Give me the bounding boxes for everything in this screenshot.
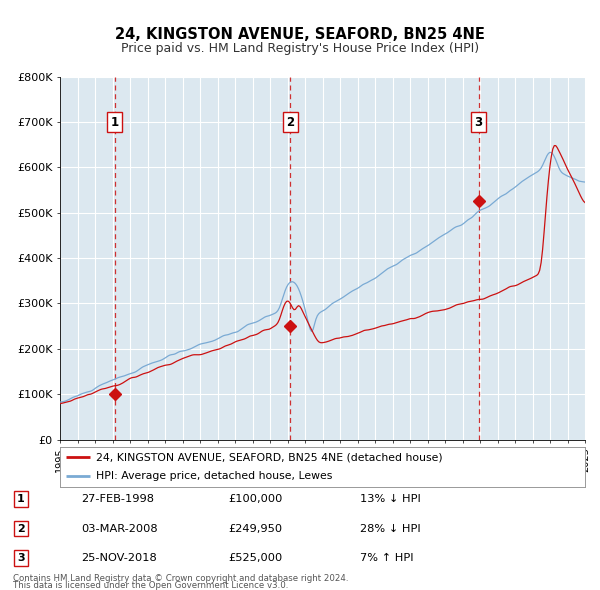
- Text: HPI: Average price, detached house, Lewes: HPI: Average price, detached house, Lewe…: [96, 471, 332, 481]
- Text: 2: 2: [286, 116, 295, 129]
- Text: £525,000: £525,000: [228, 553, 282, 563]
- Text: 1: 1: [110, 116, 119, 129]
- Text: 3: 3: [475, 116, 482, 129]
- Text: 24, KINGSTON AVENUE, SEAFORD, BN25 4NE: 24, KINGSTON AVENUE, SEAFORD, BN25 4NE: [115, 27, 485, 42]
- Text: 25-NOV-2018: 25-NOV-2018: [81, 553, 157, 563]
- Text: £249,950: £249,950: [228, 524, 282, 533]
- Text: £100,000: £100,000: [228, 494, 283, 504]
- Text: 1: 1: [17, 494, 25, 504]
- Text: 7% ↑ HPI: 7% ↑ HPI: [360, 553, 413, 563]
- Text: 28% ↓ HPI: 28% ↓ HPI: [360, 524, 421, 533]
- Text: 24, KINGSTON AVENUE, SEAFORD, BN25 4NE (detached house): 24, KINGSTON AVENUE, SEAFORD, BN25 4NE (…: [96, 453, 442, 463]
- Text: 2: 2: [17, 524, 25, 533]
- Text: 27-FEB-1998: 27-FEB-1998: [81, 494, 154, 504]
- Text: Price paid vs. HM Land Registry's House Price Index (HPI): Price paid vs. HM Land Registry's House …: [121, 42, 479, 55]
- Text: 3: 3: [17, 553, 25, 563]
- Text: Contains HM Land Registry data © Crown copyright and database right 2024.: Contains HM Land Registry data © Crown c…: [13, 573, 349, 583]
- Text: This data is licensed under the Open Government Licence v3.0.: This data is licensed under the Open Gov…: [13, 581, 289, 590]
- Text: 13% ↓ HPI: 13% ↓ HPI: [360, 494, 421, 504]
- Text: 03-MAR-2008: 03-MAR-2008: [81, 524, 158, 533]
